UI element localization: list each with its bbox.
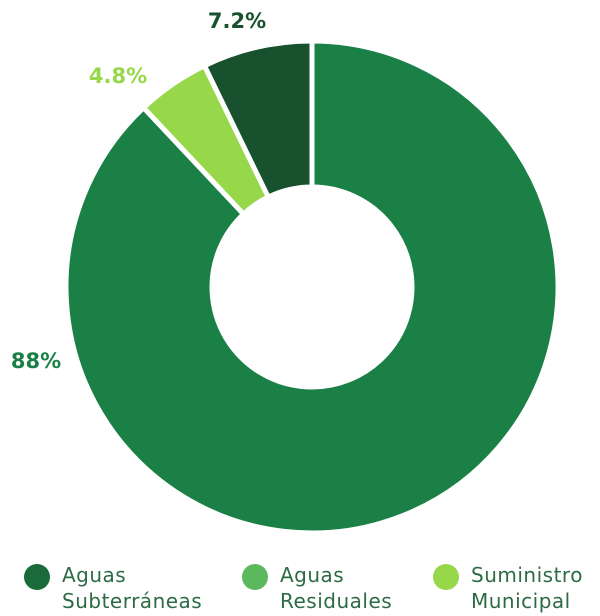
legend-item: Aguas Residuales	[242, 562, 410, 614]
legend-item: Aguas Subterráneas	[24, 562, 203, 614]
slice	[63, 38, 561, 536]
legend-marker	[242, 564, 268, 590]
value-label: 88%	[11, 349, 61, 373]
legend-label: Suministro Municipal	[471, 563, 583, 613]
legend-label: Aguas Residuales	[280, 563, 393, 613]
value-label: 7.2%	[208, 9, 266, 33]
slice	[201, 38, 315, 201]
legend-marker	[433, 564, 459, 590]
donut: 88% 4.8% 7.2%	[10, 9, 561, 536]
legend-label: Aguas Subterráneas	[62, 563, 203, 613]
legend-marker	[24, 564, 50, 590]
legend-item: Suministro Municipal	[433, 562, 600, 614]
value-label: 4.8%	[89, 64, 147, 88]
